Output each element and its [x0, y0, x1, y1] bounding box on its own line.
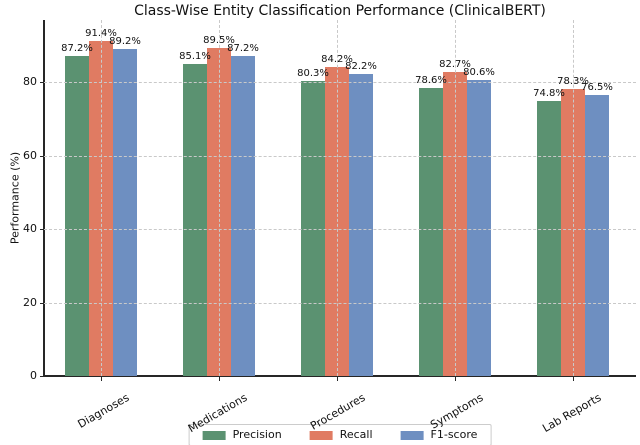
bar-precision-procedures — [301, 81, 325, 376]
bar-value-recall-procedures: 84.2% — [321, 53, 353, 65]
x-tick-label-lab-reports: Lab Reports — [540, 391, 604, 436]
y-tick-80 — [40, 82, 44, 84]
y-tick-0 — [40, 376, 44, 377]
x-axis-spine — [43, 375, 636, 377]
chart-title: Class-Wise Entity Classification Perform… — [134, 3, 546, 19]
bar-value-f1-score-procedures: 82.2% — [345, 61, 377, 73]
bar-value-f1-score-lab-reports: 76.5% — [581, 82, 613, 94]
gridline-h-40 — [44, 229, 636, 231]
bar-f1-score-lab-reports — [585, 95, 609, 376]
gridline-v-procedures — [337, 20, 338, 376]
gridline-v-symptoms — [455, 20, 456, 376]
bar-precision-symptoms — [419, 87, 443, 376]
legend: Precision Recall F1-score — [188, 424, 492, 445]
bar-value-recall-lab-reports: 78.3% — [557, 75, 589, 87]
bar-value-recall-medications: 89.5% — [203, 34, 235, 46]
bar-f1-score-diagnoses — [113, 48, 137, 376]
bar-value-precision-medications: 85.1% — [179, 50, 211, 62]
bar-precision-lab-reports — [537, 101, 561, 376]
legend-item-recall: Recall — [309, 428, 373, 441]
bar-value-f1-score-medications: 87.2% — [227, 42, 259, 54]
gridline-h-20 — [44, 302, 636, 304]
bar-value-precision-symptoms: 78.6% — [415, 74, 447, 86]
legend-swatch-precision — [202, 430, 226, 440]
bar-value-precision-lab-reports: 74.8% — [533, 88, 565, 100]
y-tick-label-60: 60 — [23, 148, 37, 162]
x-tick-label-diagnoses: Diagnoses — [75, 391, 132, 431]
bar-value-f1-score-diagnoses: 89.2% — [109, 35, 141, 47]
x-tick-symptoms — [455, 377, 456, 381]
x-tick-diagnoses — [101, 377, 102, 381]
bar-value-recall-symptoms: 82.7% — [439, 59, 471, 71]
plot-area: 87.2% 91.4% 89.2% 85.1% 89.5% 87.2% 80.3% 84.2%… — [44, 20, 636, 376]
y-tick-20 — [40, 302, 44, 304]
gridline-h-60 — [44, 155, 636, 157]
bar-precision-diagnoses — [65, 55, 89, 376]
legend-swatch-f1-score — [400, 430, 424, 440]
legend-label-recall: Recall — [339, 428, 373, 441]
bar-f1-score-procedures — [349, 74, 373, 376]
x-tick-procedures — [337, 377, 338, 381]
gridline-v-lab-reports — [573, 20, 574, 376]
x-tick-lab-reports — [573, 377, 574, 381]
bar-f1-score-medications — [231, 55, 255, 376]
y-tick-40 — [40, 229, 44, 231]
bar-value-precision-diagnoses: 87.2% — [61, 42, 93, 54]
bar-value-recall-diagnoses: 91.4% — [85, 27, 117, 39]
legend-label-precision: Precision — [232, 428, 282, 441]
y-tick-label-80: 80 — [23, 75, 37, 89]
gridline-h-80 — [44, 82, 636, 84]
legend-label-f1-score: F1-score — [430, 428, 478, 441]
y-tick-60 — [40, 155, 44, 157]
bar-value-f1-score-symptoms: 80.6% — [463, 67, 495, 79]
y-tick-label-0: 0 — [30, 369, 37, 382]
y-tick-label-20: 20 — [23, 295, 37, 309]
bar-f1-score-symptoms — [467, 80, 491, 376]
y-axis-spine — [43, 20, 45, 377]
legend-item-f1-score: F1-score — [400, 428, 478, 441]
bar-value-precision-procedures: 80.3% — [297, 68, 329, 80]
gridline-v-medications — [219, 20, 220, 376]
x-tick-medications — [219, 377, 220, 381]
legend-swatch-recall — [309, 430, 333, 440]
legend-item-precision: Precision — [202, 428, 282, 441]
y-tick-label-40: 40 — [23, 222, 37, 236]
bar-precision-medications — [183, 63, 207, 376]
gridline-v-diagnoses — [101, 20, 102, 376]
